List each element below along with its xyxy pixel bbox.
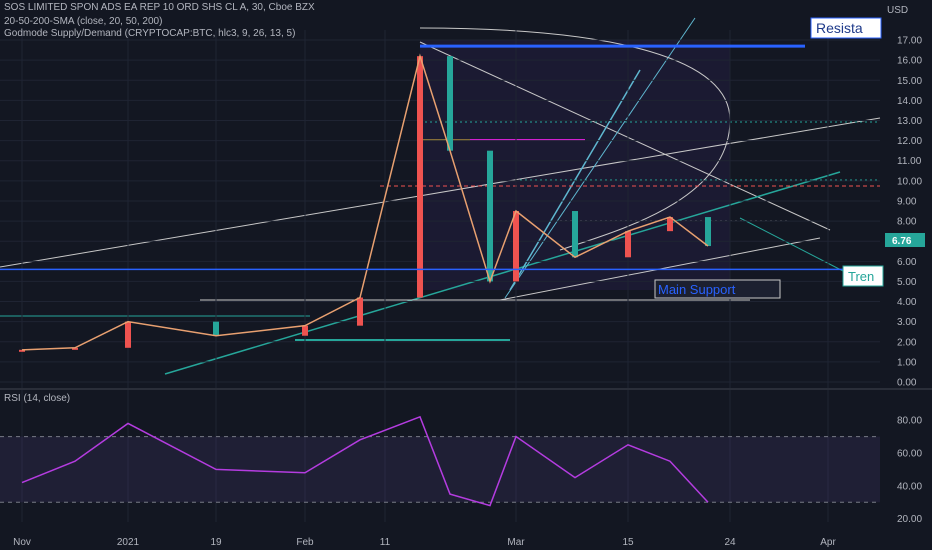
y-tick-label-17: 17.00 xyxy=(897,36,922,47)
rsi-legend[interactable]: RSI (14, close) xyxy=(4,393,71,404)
y-tick-label-10: 10.00 xyxy=(897,176,922,187)
axes: 0.001.002.003.004.005.006.007.008.009.00… xyxy=(13,36,922,548)
price-candle-2 xyxy=(125,321,131,348)
price-candle-11 xyxy=(625,231,631,258)
price-candle-8 xyxy=(487,150,493,282)
price-candle-10 xyxy=(572,211,578,258)
price-candle-6 xyxy=(417,56,423,298)
indicator-legend[interactable]: Godmode Supply/Demand (CRYPTOCAP:BTC, hl… xyxy=(4,28,296,39)
x-tick-label-3: Feb xyxy=(296,537,314,548)
rsi-line xyxy=(21,415,709,507)
y-tick-label-12: 12.00 xyxy=(897,136,922,147)
trend-label: Tren xyxy=(848,269,874,284)
y-tick-label-9: 9.00 xyxy=(897,196,917,207)
y-tick-label-16: 16.00 xyxy=(897,56,922,67)
price-candle-3 xyxy=(213,321,219,336)
price-tag: 6.76 xyxy=(892,236,912,247)
x-tick-label-0: Nov xyxy=(13,537,31,548)
price-candle-4 xyxy=(302,325,308,336)
price-tag-box xyxy=(885,233,925,247)
y-tick-label-15: 15.00 xyxy=(897,76,922,87)
price-series xyxy=(19,53,711,352)
x-tick-label-6: 15 xyxy=(622,537,634,548)
y-tick-label-6: 6.00 xyxy=(897,257,917,268)
y-tick-label-14: 14.00 xyxy=(897,96,922,107)
y-tick-label-11: 11.00 xyxy=(897,156,922,167)
rsi-tick-label-0: 20.00 xyxy=(897,514,922,525)
y-tick-label-5: 5.00 xyxy=(897,277,917,288)
y-tick-label-8: 8.00 xyxy=(897,217,917,228)
x-tick-label-1: 2021 xyxy=(117,537,140,548)
x-tick-label-2: 19 xyxy=(210,537,222,548)
level-lines xyxy=(0,44,880,271)
y-tick-label-3: 3.00 xyxy=(897,317,917,328)
resistance-box xyxy=(810,17,882,39)
rsi-tick-label-2: 60.00 xyxy=(897,449,922,460)
x-tick-label-4: 11 xyxy=(380,537,391,548)
price-candle-5 xyxy=(357,297,363,326)
support-box xyxy=(654,279,781,299)
rsi-pane xyxy=(0,415,880,507)
main-grid xyxy=(0,30,880,522)
price-candle-1 xyxy=(72,347,78,350)
rsi-tick-label-1: 40.00 xyxy=(897,481,922,492)
symbol-title[interactable]: SOS LIMITED SPON ADS EA REP 10 ORD SHS C… xyxy=(4,2,315,13)
x-tick-label-7: 24 xyxy=(724,537,736,548)
price-candle-7 xyxy=(447,56,453,151)
y-tick-label-13: 13.00 xyxy=(897,116,922,127)
y-tick-label-0: 0.00 xyxy=(897,378,917,389)
x-tick-label-8: Apr xyxy=(820,537,836,548)
price-candle-13 xyxy=(705,217,711,247)
price-candle-0 xyxy=(19,349,25,352)
trend-box xyxy=(842,265,884,287)
y-tick-label-4: 4.00 xyxy=(897,297,917,308)
price-candle-12 xyxy=(667,217,673,232)
x-tick-label-5: Mar xyxy=(507,537,525,548)
y-tick-label-2: 2.00 xyxy=(897,337,917,348)
drawing-layer xyxy=(0,17,881,375)
support-label: Main Support xyxy=(658,282,736,297)
resistance-label: Resista xyxy=(816,20,863,36)
price-line xyxy=(21,53,709,351)
currency-label: USD xyxy=(887,5,908,16)
price-candle-9 xyxy=(513,211,519,282)
sma-legend[interactable]: 20-50-200-SMA (close, 20, 50, 200) xyxy=(4,16,163,27)
rsi-tick-label-3: 80.00 xyxy=(897,416,922,427)
y-tick-label-1: 1.00 xyxy=(897,357,917,368)
